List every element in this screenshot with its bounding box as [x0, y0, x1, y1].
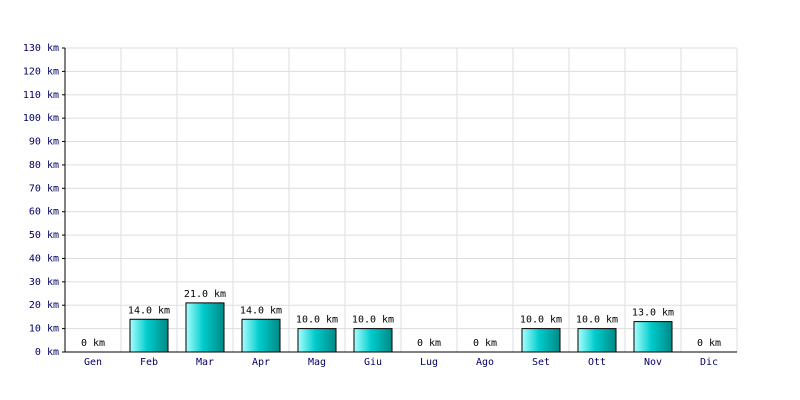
value-label: 0 km [81, 338, 105, 349]
bar [521, 328, 561, 353]
value-label: 0 km [473, 338, 497, 349]
x-tick-label: Feb [140, 357, 158, 368]
x-tick-label: Gen [84, 357, 102, 368]
y-tick-label: 100 km [23, 113, 59, 124]
value-label: 13.0 km [632, 308, 674, 319]
value-label: 10.0 km [576, 315, 618, 326]
x-tick-label: Mag [308, 357, 326, 368]
value-label: 0 km [697, 338, 721, 349]
x-tick-label: Giu [364, 357, 382, 368]
bar [129, 318, 169, 353]
y-tick-label: 20 km [29, 300, 59, 311]
x-tick-label: Mar [196, 357, 214, 368]
y-tick-label: 30 km [29, 277, 59, 288]
y-tick-label: 130 km [23, 43, 59, 54]
y-tick-label: 120 km [23, 66, 59, 77]
x-tick-label: Nov [644, 357, 662, 368]
x-tick-label: Ago [476, 357, 494, 368]
y-tick-label: 80 km [29, 160, 59, 171]
value-label: 10.0 km [296, 315, 338, 326]
bar [241, 318, 281, 353]
y-tick-label: 60 km [29, 207, 59, 218]
y-tick-label: 50 km [29, 230, 59, 241]
y-tick-label: 70 km [29, 183, 59, 194]
bar [633, 321, 673, 353]
x-tick-label: Apr [252, 357, 270, 368]
value-label: 0 km [417, 338, 441, 349]
y-tick-label: 110 km [23, 90, 59, 101]
x-tick-label: Dic [700, 357, 718, 368]
y-tick-label: 40 km [29, 253, 59, 264]
bar [577, 328, 617, 353]
bar [353, 328, 393, 353]
y-tick-label: 10 km [29, 324, 59, 335]
x-tick-label: Ott [588, 357, 606, 368]
bar [297, 328, 337, 353]
value-label: 14.0 km [128, 305, 170, 316]
value-label: 10.0 km [520, 315, 562, 326]
value-label: 10.0 km [352, 315, 394, 326]
y-tick-label: 0 km [35, 347, 59, 358]
value-label: 21.0 km [184, 289, 226, 300]
bar [185, 302, 225, 353]
x-tick-label: Set [532, 357, 550, 368]
y-tick-label: 90 km [29, 137, 59, 148]
x-tick-label: Lug [420, 357, 438, 368]
value-label: 14.0 km [240, 305, 282, 316]
